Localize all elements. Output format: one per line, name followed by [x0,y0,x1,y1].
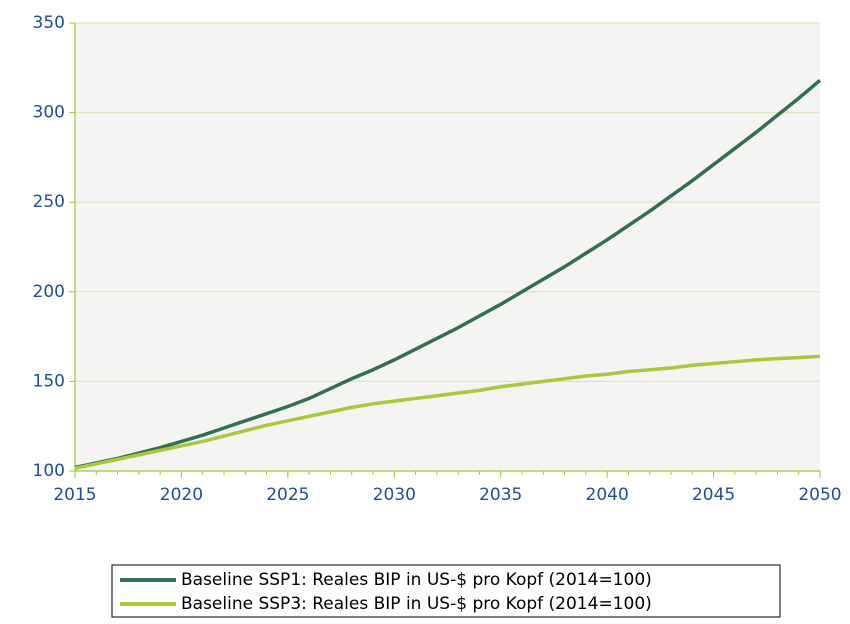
plot-area [75,23,820,471]
legend-label: Baseline SSP3: Reales BIP in US-$ pro Ko… [181,594,652,614]
legend-label: Baseline SSP1: Reales BIP in US-$ pro Ko… [181,570,652,590]
x-tick-label: 2040 [586,485,629,505]
x-tick-label: 2035 [479,485,522,505]
x-tick-label: 2030 [373,485,416,505]
x-tick-label: 2045 [692,485,735,505]
x-tick-label: 2015 [53,485,96,505]
legend-box [111,564,781,618]
x-tick-label: 2020 [160,485,203,505]
y-tick-label: 250 [33,192,65,212]
line-series [74,79,822,470]
y-tick-label: 100 [33,461,65,481]
line-series [74,354,821,471]
y-tick-label: 300 [33,103,65,123]
x-tick-label: 2025 [266,485,309,505]
y-tick-label: 150 [33,371,65,391]
x-tick-label: 2050 [798,485,841,505]
legend: Baseline SSP1: Reales BIP in US-$ pro Ko… [111,564,781,618]
y-tick-label: 200 [33,282,65,302]
y-tick-label: 350 [33,13,65,33]
